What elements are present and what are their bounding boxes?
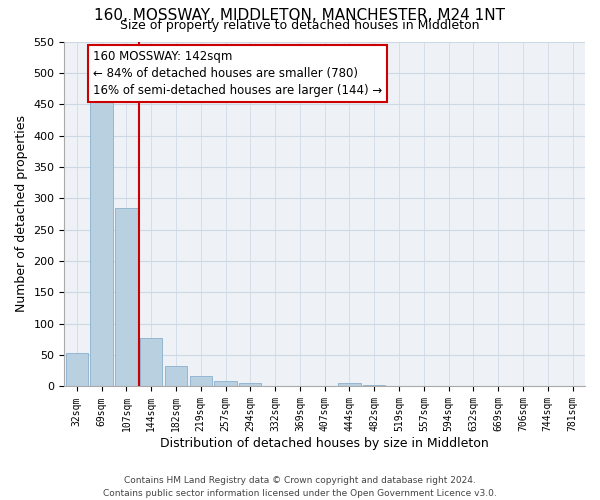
Bar [65, 353, 88, 386]
Bar [91, 100, 113, 387]
Y-axis label: Number of detached properties: Number of detached properties [15, 116, 28, 312]
Text: Size of property relative to detached houses in Middleton: Size of property relative to detached ho… [120, 18, 480, 32]
Text: Contains HM Land Registry data © Crown copyright and database right 2024.
Contai: Contains HM Land Registry data © Crown c… [103, 476, 497, 498]
Bar [239, 384, 262, 386]
Bar [140, 338, 163, 386]
Bar [363, 384, 385, 386]
Text: 160, MOSSWAY, MIDDLETON, MANCHESTER, M24 1NT: 160, MOSSWAY, MIDDLETON, MANCHESTER, M24… [95, 8, 505, 22]
Bar [214, 381, 236, 386]
Bar [190, 376, 212, 386]
Bar [338, 384, 361, 386]
Text: 160 MOSSWAY: 142sqm
← 84% of detached houses are smaller (780)
16% of semi-detac: 160 MOSSWAY: 142sqm ← 84% of detached ho… [93, 50, 382, 97]
Bar [165, 366, 187, 386]
Bar [115, 208, 137, 386]
X-axis label: Distribution of detached houses by size in Middleton: Distribution of detached houses by size … [160, 437, 489, 450]
